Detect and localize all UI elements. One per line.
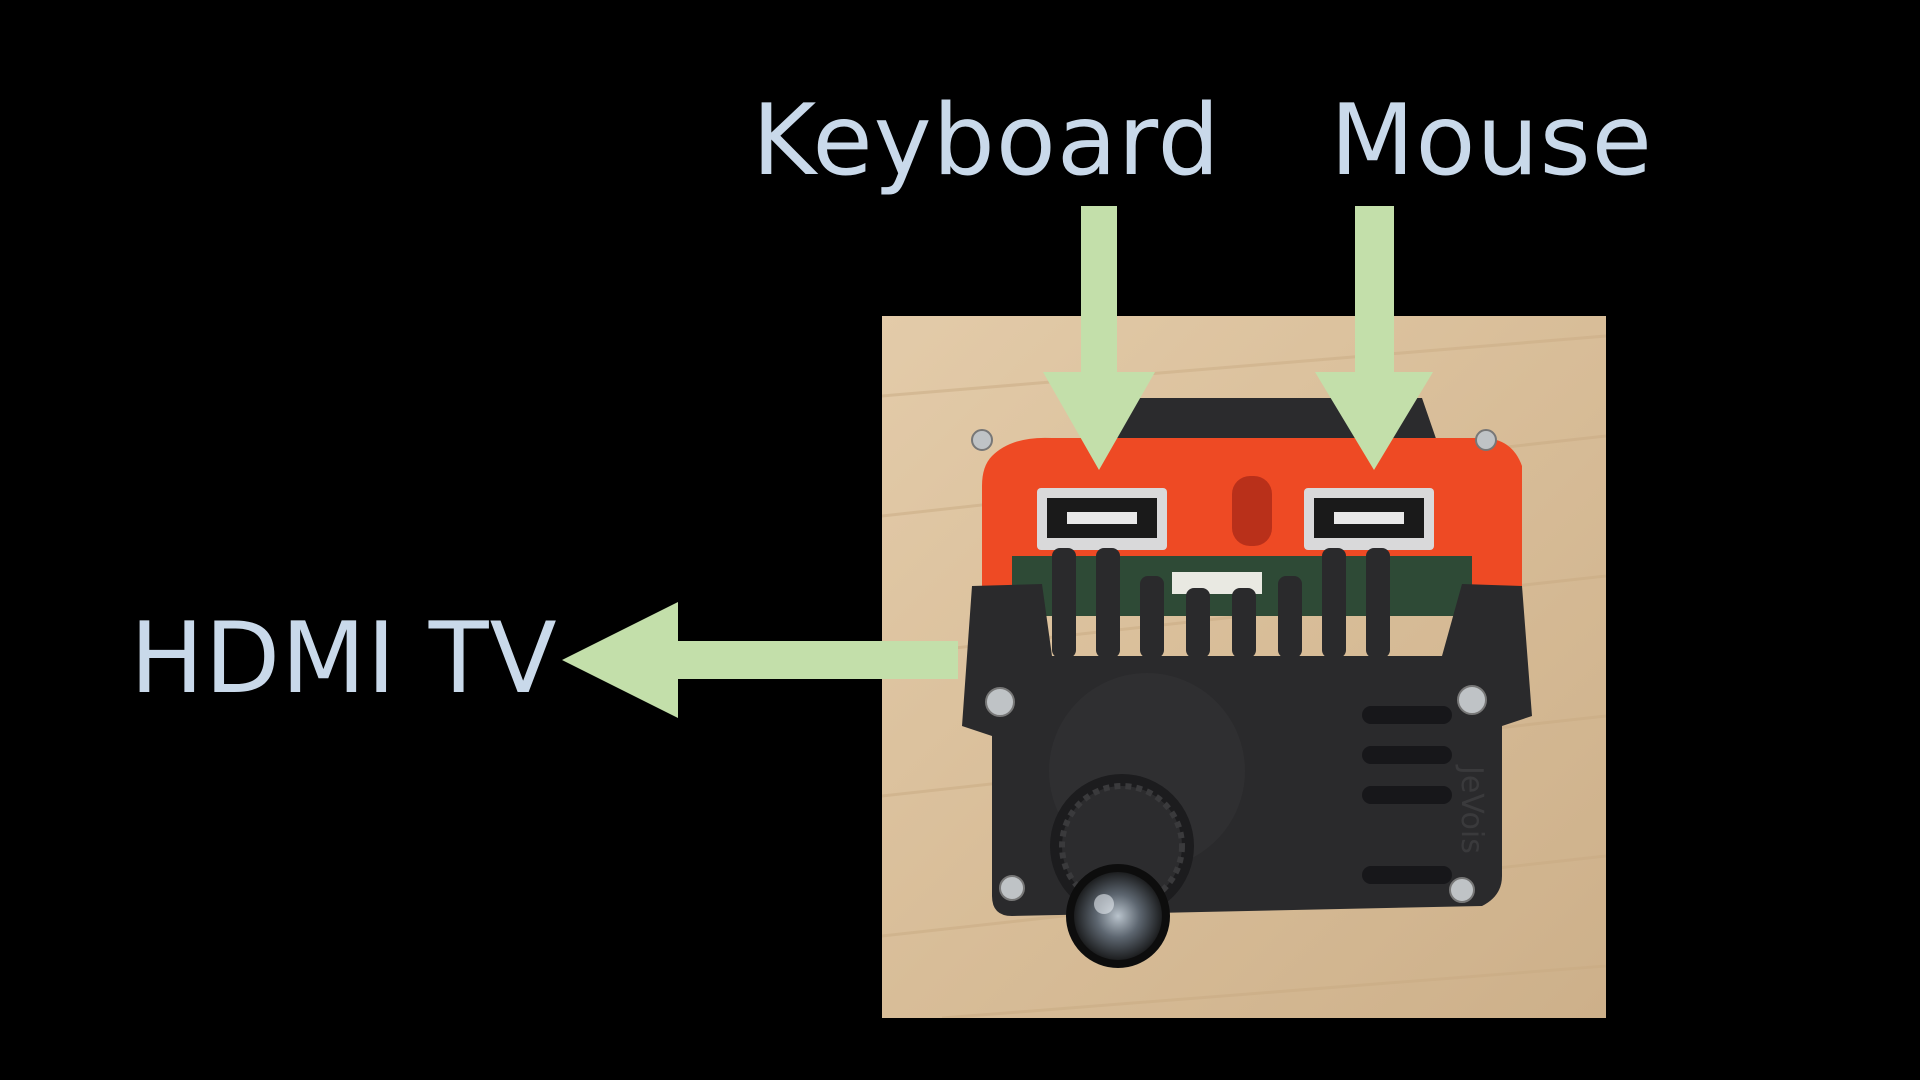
mouse-arrow	[1315, 206, 1433, 470]
device-brand-text: JeVois	[1454, 764, 1489, 854]
keyboard-arrow	[1043, 206, 1155, 470]
hdmi-arrow	[562, 602, 958, 718]
lens	[1066, 864, 1170, 968]
camera-illustration: JeVois	[882, 316, 1606, 1018]
keyboard-label: Keyboard	[752, 84, 1221, 198]
mouse-label: Mouse	[1330, 84, 1653, 198]
camera-photo: JeVois	[882, 316, 1606, 1018]
hdmi-tv-label: HDMI TV	[130, 602, 558, 716]
usb-port-keyboard	[1037, 488, 1167, 550]
usb-port-mouse	[1304, 488, 1434, 550]
